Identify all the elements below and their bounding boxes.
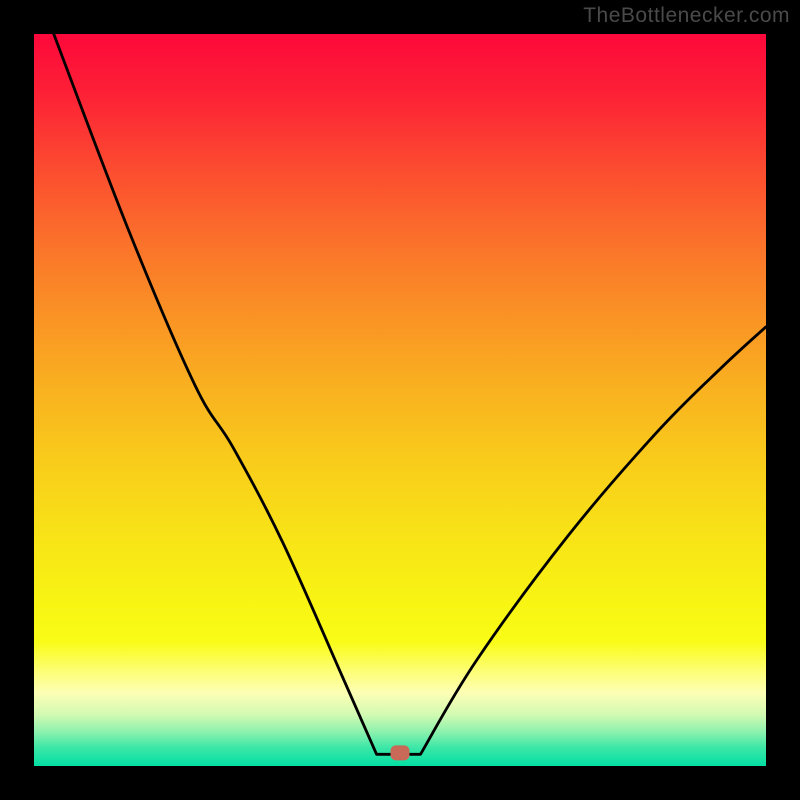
watermark-text: TheBottlenecker.com [583, 4, 790, 28]
plot-background [34, 34, 766, 766]
bottleneck-chart [0, 0, 800, 800]
chart-stage: TheBottlenecker.com [0, 0, 800, 800]
optimal-marker [391, 746, 409, 760]
